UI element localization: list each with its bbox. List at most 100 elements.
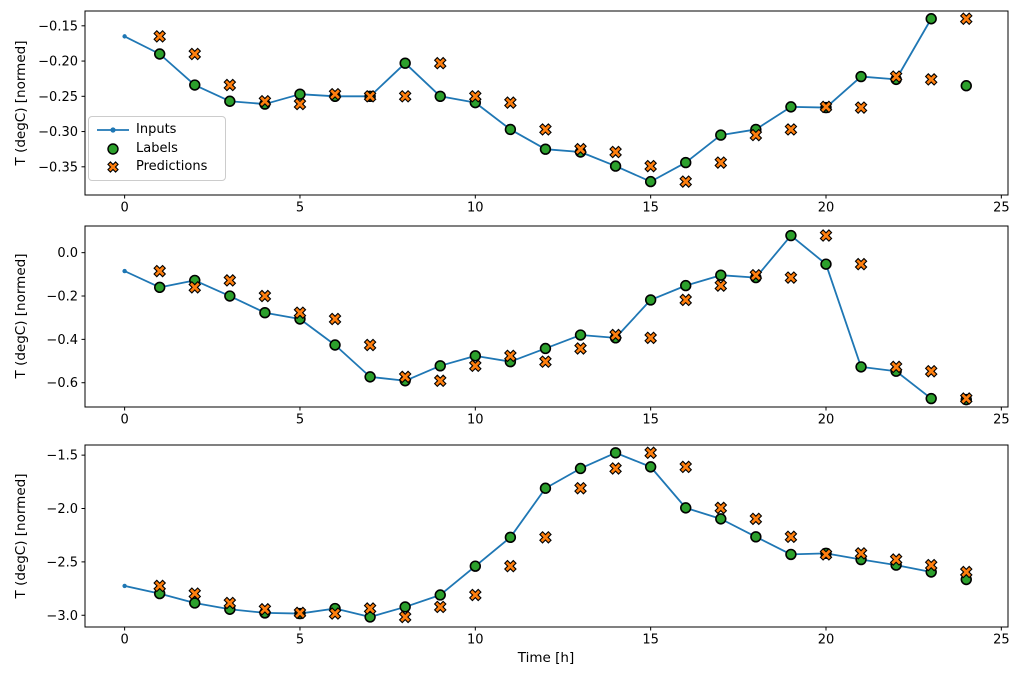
predictions-marker [714, 279, 728, 292]
x-tick-label: 25 [993, 633, 1010, 648]
predictions-marker [153, 579, 167, 593]
predictions-marker [293, 97, 307, 111]
predictions-marker [188, 280, 202, 294]
x-tick-label: 20 [818, 633, 835, 648]
predictions-marker [223, 78, 237, 92]
predictions-marker [468, 359, 482, 373]
labels-marker [469, 560, 482, 572]
predictions-marker [328, 87, 342, 101]
labels-marker [189, 79, 201, 91]
x-tick-label: 20 [818, 201, 835, 216]
labels-marker [925, 13, 937, 25]
y-tick-label: −0.20 [38, 55, 78, 70]
y-tick-label: −3.0 [46, 609, 78, 624]
line-dot-icon [97, 127, 129, 133]
predictions-marker [749, 268, 763, 282]
y-tick-label: −0.4 [46, 333, 78, 348]
labels-marker [750, 531, 762, 543]
predictions-marker [609, 145, 622, 159]
predictions-marker [153, 30, 167, 43]
predictions-marker [574, 142, 587, 156]
labels-marker [715, 129, 727, 141]
plot-border [84, 444, 1009, 628]
predictions-marker [539, 355, 552, 369]
labels-marker [820, 258, 832, 270]
series-predictions [153, 229, 973, 405]
series-inputs [122, 233, 934, 401]
labels-marker [539, 143, 552, 155]
labels-marker [364, 611, 376, 623]
labels-marker [715, 513, 727, 525]
circle-icon [107, 142, 119, 155]
predictions-marker [959, 565, 973, 579]
labels-marker [574, 329, 587, 341]
labels-marker [504, 531, 517, 544]
predictions-marker [924, 364, 938, 378]
series-labels [154, 229, 972, 406]
predictions-marker [433, 600, 447, 614]
labels-marker [680, 502, 692, 514]
predictions-marker [819, 229, 833, 242]
labels-marker [154, 281, 166, 294]
predictions-marker [398, 89, 412, 103]
x-tick-label: 25 [993, 413, 1010, 428]
labels-marker [644, 461, 657, 473]
x-tick-label: 0 [120, 633, 128, 648]
x-tick-label: 5 [296, 201, 304, 216]
predictions-marker [959, 392, 973, 405]
x-tick-label: 20 [818, 413, 835, 428]
labels-marker [855, 70, 867, 83]
labels-marker [609, 447, 622, 459]
predictions-marker [609, 462, 622, 475]
predictions-marker [784, 530, 798, 544]
labels-marker [399, 601, 411, 613]
labels-marker [644, 175, 657, 188]
plot-border [84, 225, 1009, 408]
predictions-marker [328, 312, 342, 326]
predictions-marker [433, 374, 447, 388]
x-tick-label: 15 [642, 413, 659, 428]
x-tick-label: 15 [642, 633, 659, 648]
labels-marker [504, 123, 517, 136]
x-tick-label: 10 [467, 413, 484, 428]
predictions-marker [363, 338, 377, 352]
subplot-1: 0 5 10 15 20 25 −0.15 −0.20 −0.25 −0.30 −0.35 [38, 10, 1010, 216]
plot-border [84, 10, 1009, 196]
predictions-marker [609, 328, 622, 342]
predictions-marker [574, 342, 587, 355]
labels-marker [469, 350, 482, 362]
x-tick-label: 0 [120, 201, 128, 216]
labels-marker [680, 156, 692, 169]
inputs-marker [122, 268, 127, 274]
predictions-marker [223, 596, 237, 610]
x-tick-label: 10 [467, 633, 484, 648]
series-predictions [153, 446, 973, 624]
y-tick-label: −0.15 [38, 19, 78, 34]
predictions-marker [153, 264, 167, 278]
subplot-2: 0 5 10 15 20 25 0.0 −0.2 −0.4 −0.6 [46, 225, 1010, 428]
labels-marker [680, 279, 692, 292]
predictions-marker [504, 559, 517, 573]
predictions-marker [889, 360, 903, 374]
labels-marker [434, 589, 446, 601]
labels-marker [434, 360, 446, 372]
legend-item-predictions: Predictions [95, 158, 219, 176]
labels-marker [224, 95, 236, 107]
inputs-line [124, 18, 932, 183]
predictions-marker [433, 56, 447, 70]
labels-marker [154, 48, 166, 60]
predictions-marker [644, 446, 658, 460]
predictions-marker [644, 159, 658, 173]
predictions-marker [539, 123, 552, 136]
labels-marker [539, 482, 552, 494]
y-tick-label: −0.35 [38, 160, 78, 175]
predictions-marker [363, 602, 377, 615]
predictions-marker [539, 530, 552, 544]
inputs-line [124, 234, 932, 400]
labels-marker [329, 339, 341, 351]
predictions-marker [328, 607, 342, 620]
labels-marker [785, 101, 797, 113]
predictions-marker [398, 610, 412, 624]
y-axis-label-subplot-3: T (degC) [normed] [13, 473, 29, 599]
